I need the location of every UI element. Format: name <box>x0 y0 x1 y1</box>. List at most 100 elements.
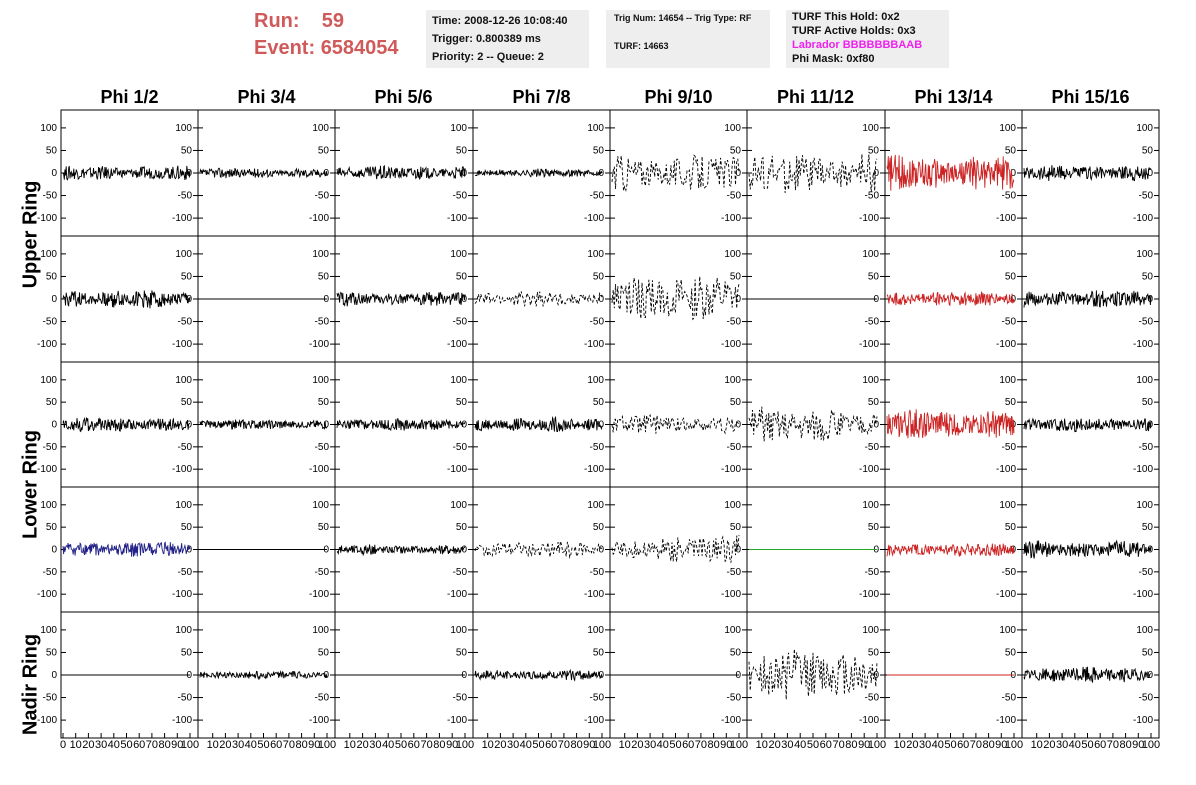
y-tick-label-right: 100 <box>175 375 192 386</box>
y-tick-label-right: 100 <box>724 249 741 260</box>
y-tick-label-right: 50 <box>593 145 605 156</box>
y-tick-label-right: 50 <box>730 522 742 533</box>
y-tick-label: -50 <box>43 567 58 578</box>
y-tick-label: 100 <box>40 625 57 636</box>
y-tick-label-right: 100 <box>862 249 879 260</box>
waveform-trace <box>474 168 603 179</box>
y-tick-label-right: -50 <box>453 442 468 453</box>
x-tick-label: 90 <box>308 739 320 751</box>
y-tick-label-right: 0 <box>735 545 741 556</box>
column-header-7: Phi 13/14 <box>914 87 993 107</box>
x-tick-label: 10 <box>619 739 631 751</box>
x-tick-label: 80 <box>158 739 170 751</box>
y-tick-label-right: 50 <box>868 522 880 533</box>
x-tick-label: 20 <box>356 739 368 751</box>
y-tick-label-right: 50 <box>318 271 330 282</box>
waveform-trace <box>199 669 328 681</box>
x-tick-label: 30 <box>919 739 931 751</box>
y-tick-label-right: -100 <box>859 464 879 475</box>
y-tick-label-right: 0 <box>598 545 604 556</box>
y-tick-label-right: 0 <box>1010 168 1016 179</box>
y-tick-label: -100 <box>37 715 57 726</box>
y-tick-label-right: 0 <box>461 420 467 431</box>
y-tick-label-right: -50 <box>727 567 742 578</box>
x-tick-label: 50 <box>944 739 956 751</box>
y-tick-label-right: -50 <box>1139 442 1154 453</box>
y-tick-label-right: -50 <box>727 442 742 453</box>
x-tick-label: 60 <box>957 739 969 751</box>
y-tick-label: 100 <box>40 123 57 134</box>
turf-active-holds-text: TURF Active Holds: 0x3 <box>792 25 916 37</box>
x-tick-label: 50 <box>257 739 269 751</box>
y-tick-label-right: -50 <box>590 693 605 704</box>
y-tick-label-right: 100 <box>1136 123 1153 134</box>
y-tick-label-right: -100 <box>309 589 329 600</box>
waveform-trace <box>886 291 1015 307</box>
x-tick-label: 40 <box>108 739 120 751</box>
time-text: Time: 2008-12-26 10:08:40 <box>432 15 568 27</box>
y-tick-label-right: -100 <box>859 213 879 224</box>
y-tick-label-right: -50 <box>178 317 193 328</box>
x-tick-label: 10 <box>70 739 82 751</box>
y-tick-label-right: 100 <box>724 375 741 386</box>
y-tick-label-right: 50 <box>318 397 330 408</box>
y-tick-label-right: -50 <box>865 317 880 328</box>
y-tick-label-right: -100 <box>1133 715 1153 726</box>
y-tick-label-right: -100 <box>172 213 192 224</box>
y-tick-label-right: -50 <box>178 442 193 453</box>
x-tick-label: 70 <box>558 739 570 751</box>
y-tick-label: 0 <box>51 670 57 681</box>
waveform-trace <box>62 290 191 309</box>
labrador-text: Labrador BBBBBBBAAB <box>792 39 923 51</box>
run-label: Run: <box>254 10 300 32</box>
x-tick-label: 60 <box>820 739 832 751</box>
trig-num-text: Trig Num: 14654 -- Trig Type: RF <box>614 13 752 23</box>
y-tick-label-right: 50 <box>1005 271 1017 282</box>
y-tick-label-right: 0 <box>1147 168 1153 179</box>
x-tick-label: 30 <box>95 739 107 751</box>
y-tick-label-right: 50 <box>456 271 468 282</box>
y-tick-label-right: 50 <box>868 647 880 658</box>
y-tick-label-right: 0 <box>598 294 604 305</box>
y-tick-label-right: -100 <box>172 464 192 475</box>
y-tick-label-right: 100 <box>587 500 604 511</box>
y-tick-label-right: -50 <box>590 442 605 453</box>
y-tick-label: 0 <box>51 168 57 179</box>
y-tick-label-right: 0 <box>873 168 879 179</box>
y-tick-label-right: 100 <box>999 123 1016 134</box>
y-tick-label-right: 0 <box>873 420 879 431</box>
waveform-trace <box>748 406 878 442</box>
waveform-trace <box>199 167 328 179</box>
event-label: Event: <box>254 37 316 59</box>
y-tick-label-right: -50 <box>1002 317 1017 328</box>
y-tick-label-right: 50 <box>593 522 605 533</box>
y-tick-label-right: 0 <box>186 545 192 556</box>
y-tick-label-right: -100 <box>447 339 467 350</box>
x-tick-label: 90 <box>995 739 1007 751</box>
event-value: 6584054 <box>320 37 399 59</box>
waveform-trace <box>336 544 466 557</box>
y-tick-label-right: 50 <box>1005 145 1017 156</box>
y-tick-label: 100 <box>40 375 57 386</box>
y-tick-label-right: 0 <box>461 545 467 556</box>
y-tick-label-right: 50 <box>868 397 880 408</box>
x-tick-label: 80 <box>295 739 307 751</box>
y-tick-label-right: 50 <box>1142 522 1154 533</box>
y-tick-label-right: 0 <box>735 294 741 305</box>
waveform-trace <box>886 543 1015 557</box>
x-tick-label: 10 <box>207 739 219 751</box>
y-tick-label-right: 100 <box>175 249 192 260</box>
